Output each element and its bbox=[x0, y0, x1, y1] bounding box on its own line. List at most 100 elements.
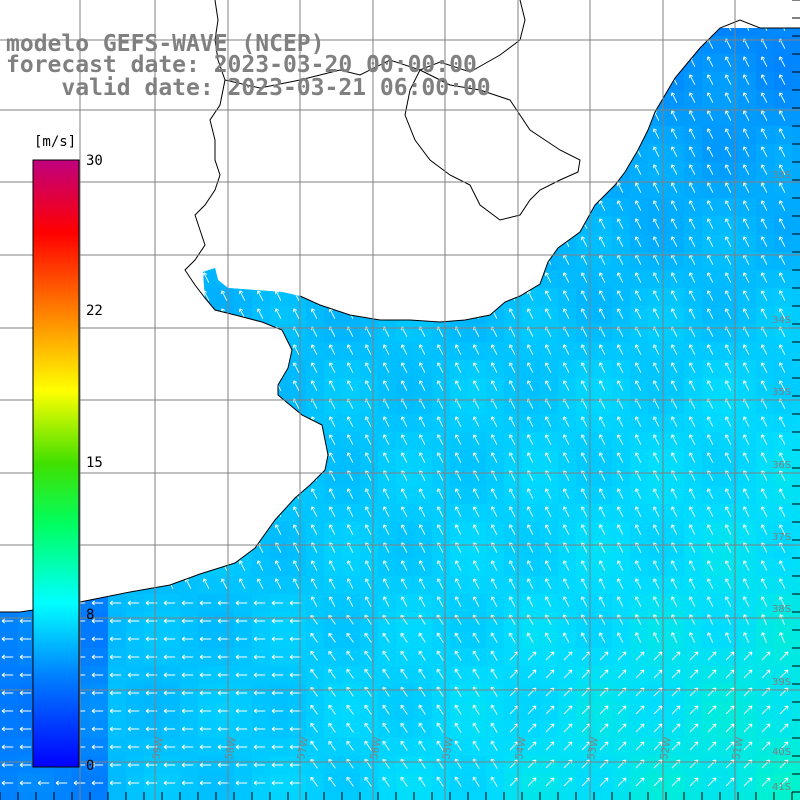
wind-arrow bbox=[688, 290, 696, 301]
wind-arrow bbox=[779, 741, 789, 751]
wind-arrow bbox=[148, 362, 156, 373]
wind-arrow bbox=[382, 146, 390, 157]
wind-arrow bbox=[706, 488, 714, 499]
sea-cell bbox=[666, 36, 684, 54]
sea-cell bbox=[198, 540, 216, 558]
wind-arrow bbox=[725, 3, 731, 13]
wind-arrow bbox=[670, 308, 678, 319]
sea-cell bbox=[234, 432, 252, 450]
wind-arrow bbox=[94, 416, 102, 427]
sea-cell bbox=[396, 28, 414, 36]
sea-cell bbox=[180, 360, 198, 378]
wind-arrow bbox=[527, 669, 537, 679]
wind-arrow bbox=[526, 254, 534, 265]
wind-arrow bbox=[184, 416, 192, 427]
wind-arrow bbox=[256, 506, 264, 517]
wind-arrow bbox=[94, 28, 102, 31]
wind-arrow bbox=[526, 488, 534, 499]
sea-cell bbox=[684, 28, 702, 36]
sea-cell bbox=[144, 342, 162, 360]
wind-arrow bbox=[419, 3, 425, 13]
wind-arrow bbox=[94, 218, 102, 229]
wind-arrow bbox=[760, 596, 768, 607]
wind-arrow bbox=[526, 452, 534, 463]
wind-arrow bbox=[382, 704, 390, 715]
sea-cell bbox=[216, 432, 234, 450]
wind-arrow bbox=[364, 236, 372, 247]
sea-cell bbox=[306, 270, 324, 288]
wind-arrow bbox=[725, 669, 735, 679]
sea-cell bbox=[342, 162, 360, 180]
sea-cell bbox=[306, 108, 324, 126]
wind-arrow bbox=[490, 596, 498, 607]
wind-arrow bbox=[436, 110, 444, 121]
wind-arrow bbox=[328, 272, 336, 283]
sea-cell bbox=[504, 198, 522, 216]
wind-arrow bbox=[163, 636, 176, 642]
wind-arrow bbox=[544, 218, 552, 229]
sea-cell bbox=[144, 270, 162, 288]
sea-cell bbox=[198, 234, 216, 252]
wind-arrow bbox=[436, 308, 444, 319]
wind-arrow bbox=[688, 506, 696, 517]
sea-cell bbox=[720, 28, 738, 36]
wind-arrow bbox=[436, 740, 444, 751]
wind-arrow bbox=[598, 56, 606, 67]
wind-arrow bbox=[166, 380, 174, 391]
sea-cell bbox=[144, 450, 162, 468]
wind-arrow bbox=[418, 560, 426, 571]
wind-arrow bbox=[220, 344, 228, 355]
wind-arrow bbox=[563, 705, 573, 715]
wind-arrow bbox=[274, 254, 282, 265]
wind-arrow bbox=[112, 308, 120, 319]
wind-arrow bbox=[454, 362, 462, 373]
wind-arrow bbox=[706, 236, 714, 247]
wind-arrow bbox=[328, 128, 336, 139]
wind-arrow bbox=[418, 200, 426, 211]
sea-cell bbox=[180, 126, 198, 144]
wind-arrow bbox=[454, 110, 462, 121]
wind-arrow bbox=[364, 722, 372, 733]
sea-cell bbox=[396, 162, 414, 180]
sea-cell bbox=[144, 216, 162, 234]
wind-arrow bbox=[238, 164, 246, 175]
wind-arrow bbox=[563, 669, 573, 679]
sea-cell bbox=[324, 270, 342, 288]
wind-arrow bbox=[364, 452, 372, 463]
sea-cell bbox=[126, 450, 144, 468]
sea-cell bbox=[594, 54, 612, 72]
wind-arrow bbox=[184, 254, 192, 265]
sea-cell bbox=[576, 28, 594, 36]
wind-arrow bbox=[346, 200, 354, 211]
wind-arrow bbox=[580, 506, 588, 517]
wind-arrow bbox=[166, 182, 174, 193]
wind-arrow bbox=[580, 146, 588, 157]
wind-arrow bbox=[778, 578, 786, 589]
sea-cell bbox=[270, 468, 288, 486]
sea-cell bbox=[450, 28, 468, 36]
sea-cell bbox=[252, 234, 270, 252]
wind-arrow bbox=[328, 722, 336, 733]
wind-arrow bbox=[616, 308, 624, 319]
wind-arrow bbox=[112, 416, 120, 427]
sea-cell bbox=[792, 738, 800, 756]
sea-cell bbox=[792, 720, 800, 738]
sea-cell bbox=[540, 90, 558, 108]
wind-arrow bbox=[400, 254, 408, 265]
sea-cell bbox=[216, 270, 234, 288]
wind-arrow bbox=[724, 560, 732, 571]
wind-arrow bbox=[310, 506, 318, 517]
sea-cell bbox=[216, 396, 234, 414]
wind-arrow bbox=[310, 128, 318, 139]
wind-arrow bbox=[346, 434, 354, 445]
wind-arrow bbox=[742, 434, 750, 445]
sea-cell bbox=[234, 378, 252, 396]
wind-arrow bbox=[112, 344, 120, 355]
wind-arrow bbox=[454, 28, 462, 31]
wind-arrow bbox=[274, 506, 282, 517]
wind-arrow bbox=[382, 560, 390, 571]
wind-arrow bbox=[382, 434, 390, 445]
wind-arrow bbox=[400, 416, 408, 427]
sea-cell bbox=[252, 108, 270, 126]
wind-arrow bbox=[163, 780, 176, 786]
